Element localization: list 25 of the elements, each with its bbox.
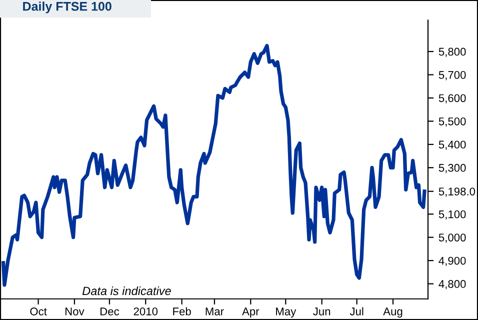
x-tick-label: Dec xyxy=(100,308,120,316)
x-tick-label: Oct xyxy=(30,308,47,316)
x-tick-label: Aug xyxy=(383,308,402,318)
x-tick-label: May xyxy=(276,308,296,318)
y-tick-label: 5,600 xyxy=(438,94,466,104)
annotation: Data is indicative xyxy=(82,286,171,296)
y-tick-label: 5,000 xyxy=(438,234,466,243)
y-tick-label: 5,100 xyxy=(438,210,466,220)
x-tick-label: Jul xyxy=(350,307,364,316)
chart-title: Daily FTSE 100 xyxy=(23,2,112,14)
line-series xyxy=(1,44,426,287)
y-tick-label: 4,800 xyxy=(438,280,466,290)
x-tick-label: Mar xyxy=(206,308,224,316)
x-tick-label: Jun xyxy=(313,308,330,316)
y-tick-label: 5,800 xyxy=(438,48,466,57)
x-tick-label: 2010 xyxy=(134,308,158,316)
y-tick-label: 5,400 xyxy=(438,140,466,150)
y-tick-label: 5,198.0 xyxy=(438,188,476,197)
x-tick-label: Feb xyxy=(173,307,191,316)
y-tick-label: 5,300 xyxy=(438,164,466,174)
y-tick-label: 4,900 xyxy=(438,256,466,266)
y-tick-label: 5,700 xyxy=(438,71,466,80)
y-tick-label: 5,500 xyxy=(438,117,466,127)
x-tick-label: Apr xyxy=(242,308,260,318)
x-tick-label: Nov xyxy=(65,308,84,316)
